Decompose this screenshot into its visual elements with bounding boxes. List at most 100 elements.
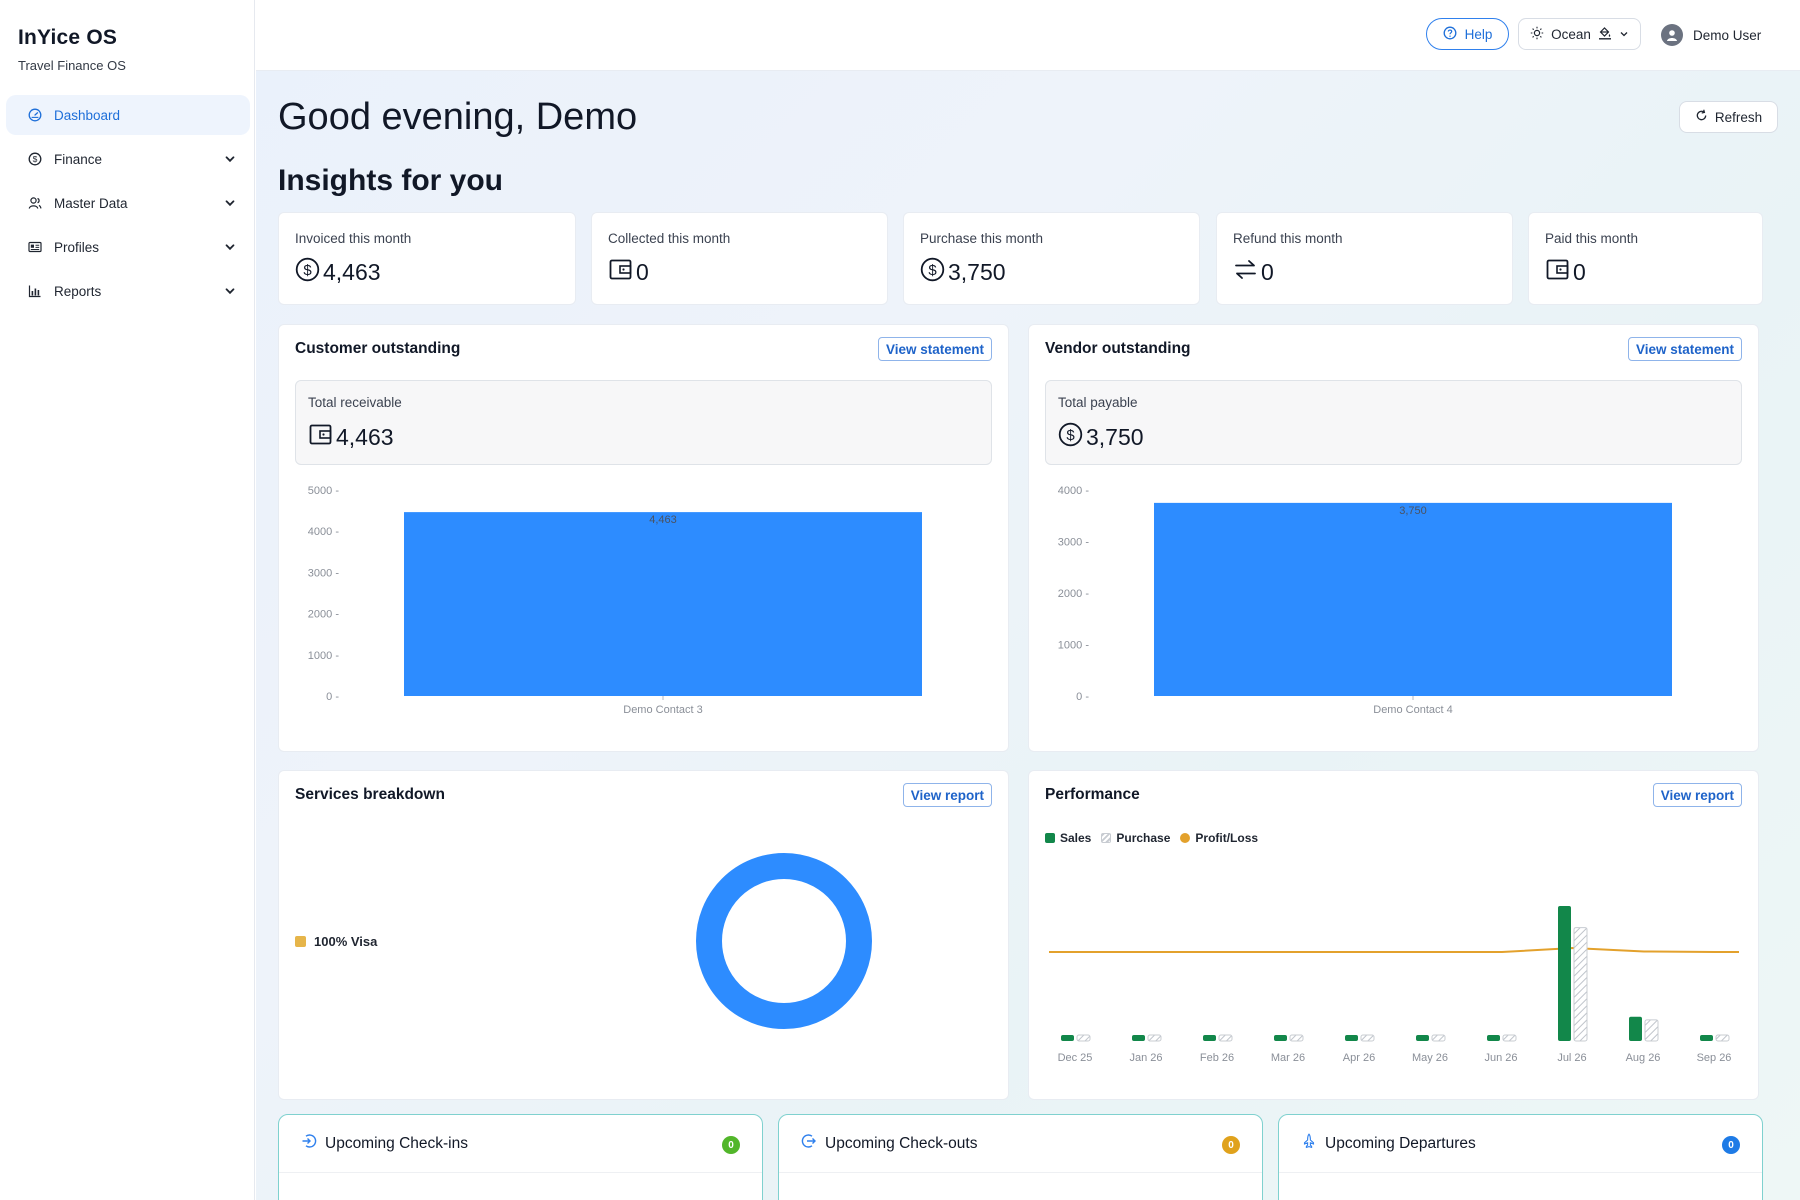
vendor-outstanding-chart: 0 - 1000 - 2000 - 3000 - 4000 - 3,750 Demo Con… <box>1058 485 1672 716</box>
sidebar-item-label: Profiles <box>54 239 100 255</box>
brand-subtitle: Travel Finance OS <box>18 58 126 73</box>
legend-item-purchase[interactable]: Purchase <box>1101 831 1170 845</box>
bar-data-label: 4,463 <box>649 514 677 526</box>
bar-sales <box>1487 1035 1500 1041</box>
kpi-value: 0 <box>1573 259 1586 285</box>
customer-outstanding-panel: Customer outstanding View statement Tota… <box>278 324 1009 752</box>
x-tick-label: Jul 26 <box>1557 1052 1586 1064</box>
dollar-circle-icon: $ <box>920 257 945 288</box>
theme-selector[interactable]: Ocean <box>1518 18 1641 50</box>
bar <box>404 512 922 696</box>
chevron-down-icon <box>224 153 236 165</box>
help-icon <box>1443 26 1457 43</box>
y-tick-label: 2000 - <box>1058 588 1090 600</box>
bar-purchase <box>1289 1034 1304 1042</box>
kpi-label: Refund this month <box>1233 231 1343 246</box>
panel-title: Vendor outstanding <box>1045 340 1191 357</box>
kpi-card-invoiced[interactable]: Invoiced this month $ 4,463 <box>278 212 576 305</box>
legend-item-sales[interactable]: Sales <box>1045 831 1091 845</box>
count-badge: 0 <box>1222 1136 1240 1154</box>
upcoming-checkouts-card: Upcoming Check-outs 0 <box>778 1114 1263 1200</box>
kpi-card-paid[interactable]: Paid this month 0 <box>1528 212 1763 305</box>
total-receivable-box: Total receivable 4,463 <box>295 380 992 465</box>
sidebar-item-dashboard[interactable]: Dashboard <box>6 95 250 135</box>
services-donut-chart <box>696 853 872 1029</box>
sidebar-nav: Dashboard $ Finance Master Data Profiles <box>6 95 250 315</box>
id-card-icon <box>28 240 42 254</box>
sidebar-item-reports[interactable]: Reports <box>6 271 250 311</box>
count-badge: 0 <box>722 1136 740 1154</box>
paint-bucket-icon <box>1598 26 1612 43</box>
performance-panel: Performance View report Sales Purchase P… <box>1028 770 1759 1100</box>
vendor-outstanding-panel: Vendor outstanding View statement Total … <box>1028 324 1759 752</box>
kpi-label: Purchase this month <box>920 231 1044 246</box>
svg-text:$: $ <box>928 262 937 279</box>
bar-purchase <box>1147 1034 1162 1042</box>
sidebar: InYice OS Travel Finance OS Dashboard $ … <box>0 0 255 1200</box>
view-statement-button[interactable]: View statement <box>1627 337 1742 361</box>
avatar <box>1661 24 1683 46</box>
x-tick-label: Apr 26 <box>1343 1052 1375 1064</box>
bar-sales <box>1203 1035 1216 1041</box>
profit-loss-line <box>1049 947 1739 953</box>
user-menu[interactable]: Demo User <box>1661 24 1761 46</box>
bar-purchase <box>1644 1019 1659 1042</box>
theme-label: Ocean <box>1551 26 1591 42</box>
y-tick-label: 1000 - <box>1058 640 1090 652</box>
bar-purchase <box>1218 1034 1233 1042</box>
kpi-card-collected[interactable]: Collected this month 0 <box>591 212 888 305</box>
sidebar-item-label: Master Data <box>54 195 128 211</box>
dollar-circle-icon: $ <box>1058 422 1083 453</box>
total-value: 3,750 <box>1086 424 1144 450</box>
total-label: Total payable <box>1058 395 1138 410</box>
sidebar-item-label: Reports <box>54 283 102 299</box>
performance-legend: Sales Purchase Profit/Loss <box>1045 831 1258 845</box>
chevron-down-icon <box>224 197 236 209</box>
total-value: 4,463 <box>336 424 394 450</box>
divider <box>779 1172 1262 1173</box>
y-tick-label: 5000 - <box>308 485 340 497</box>
departure-icon <box>1301 1133 1317 1154</box>
sidebar-item-profiles[interactable]: Profiles <box>6 227 250 267</box>
sidebar-item-master-data[interactable]: Master Data <box>6 183 250 223</box>
bar-chart-icon <box>28 284 42 298</box>
customer-outstanding-chart: 0 - 1000 - 2000 - 3000 - 4000 - 5000 - 4,463 De… <box>308 485 922 716</box>
kpi-label: Invoiced this month <box>295 231 412 246</box>
chevron-down-icon <box>224 285 236 297</box>
chevron-down-icon <box>1619 27 1629 42</box>
bar-sales <box>1629 1016 1642 1041</box>
legend-item-profit-loss[interactable]: Profit/Loss <box>1180 831 1258 845</box>
svg-text:$: $ <box>1066 427 1075 444</box>
kpi-card-purchase[interactable]: Purchase this month $ 3,750 <box>903 212 1200 305</box>
refresh-icon <box>1695 109 1708 125</box>
upcoming-title: Upcoming Check-ins <box>325 1134 468 1152</box>
check-in-icon <box>301 1133 317 1154</box>
svg-text:$: $ <box>303 262 312 279</box>
view-report-button[interactable]: View report <box>1652 783 1742 807</box>
sun-icon <box>1530 26 1544 43</box>
kpi-value: 0 <box>636 259 649 285</box>
refresh-button[interactable]: Refresh <box>1679 101 1778 133</box>
insights-heading: Insights for you <box>278 164 503 197</box>
performance-chart: Dec 25 Jan 26 Feb 26 Mar 26 Apr 26 May 26 Jun … <box>1049 906 1739 1064</box>
view-statement-button[interactable]: View statement <box>877 337 992 361</box>
legend-swatch <box>1180 833 1191 843</box>
bar-purchase <box>1360 1034 1375 1042</box>
y-tick-label: 1000 - <box>308 650 340 662</box>
x-tick-label: Dec 25 <box>1058 1052 1093 1064</box>
wallet-icon <box>308 422 333 453</box>
kpi-value: 0 <box>1261 259 1274 285</box>
bar <box>1154 502 1672 696</box>
x-tick-label: Mar 26 <box>1271 1052 1305 1064</box>
y-tick-label: 2000 - <box>308 609 340 621</box>
bar-purchase <box>1715 1034 1730 1042</box>
sidebar-item-finance[interactable]: $ Finance <box>6 139 250 179</box>
dollar-circle-icon: $ <box>295 257 320 288</box>
x-tick-label: Demo Contact 3 <box>623 704 702 716</box>
bar-sales <box>1558 906 1571 1041</box>
kpi-card-refund[interactable]: Refund this month 0 <box>1216 212 1513 305</box>
view-report-button[interactable]: View report <box>902 783 992 807</box>
help-button[interactable]: Help <box>1426 18 1509 50</box>
services-breakdown-panel: Services breakdown View report 100% Visa <box>278 770 1009 1100</box>
users-icon <box>28 196 42 210</box>
